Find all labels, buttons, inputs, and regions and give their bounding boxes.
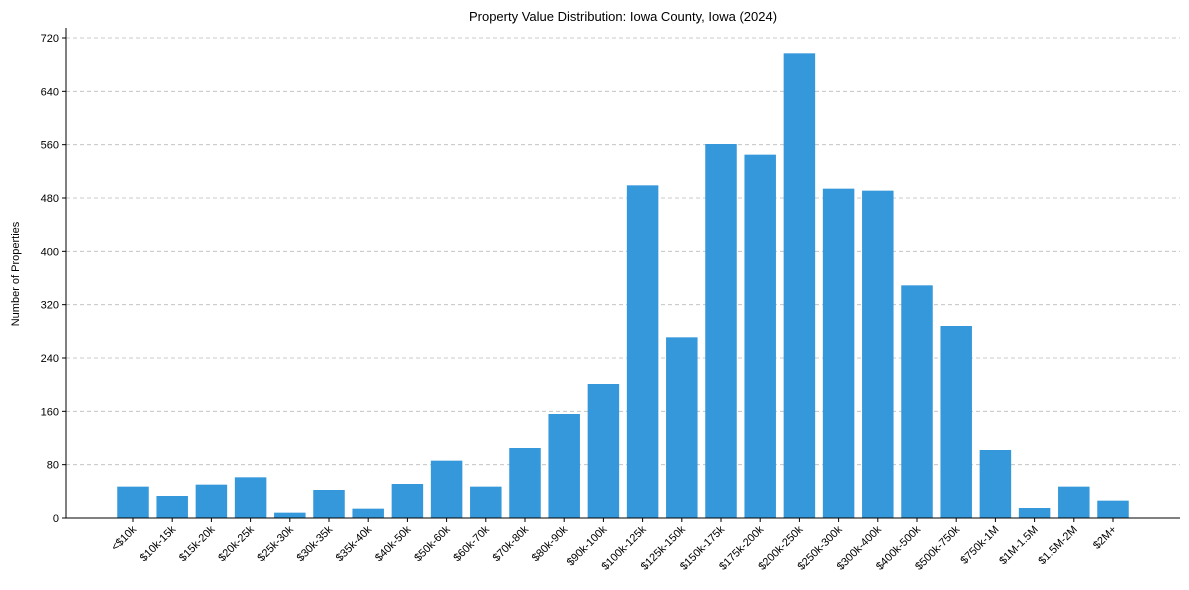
y-tick-label: 160 xyxy=(41,406,59,418)
x-tick-label: $50k-60k xyxy=(412,523,453,564)
bar xyxy=(1018,508,1051,518)
y-ticks: 0 80 160 240 320 400 480 560 640 720 xyxy=(41,33,66,525)
y-tick-label: 720 xyxy=(41,33,59,45)
bar xyxy=(783,53,816,518)
bar xyxy=(470,486,502,518)
bar xyxy=(430,460,463,518)
y-tick-label: 240 xyxy=(41,353,59,365)
x-tick-label: $70k-80k xyxy=(491,523,532,564)
y-tick-label: 560 xyxy=(41,140,59,152)
bar xyxy=(234,477,267,518)
x-tick-label: $750k-1M xyxy=(958,524,1001,567)
bar xyxy=(352,508,384,518)
bar xyxy=(979,450,1012,518)
bar xyxy=(117,486,149,518)
bar xyxy=(391,484,424,518)
x-tick-label: $10k-15k xyxy=(138,523,179,564)
x-tick-label: $20k-25k xyxy=(216,523,257,564)
x-tick-label: $80k-90k xyxy=(530,523,571,564)
gridlines xyxy=(66,37,1180,466)
bars xyxy=(117,53,1129,519)
bar xyxy=(862,190,894,518)
x-tick-label: $2M+ xyxy=(1091,524,1119,552)
x-tick-label: $40k-50k xyxy=(373,523,414,564)
y-tick-label: 0 xyxy=(53,513,59,525)
bar xyxy=(901,285,933,518)
y-tick-label: 400 xyxy=(41,246,59,258)
bar xyxy=(548,414,580,518)
x-tick-label: $30k-35k xyxy=(295,523,336,564)
bar xyxy=(587,384,620,518)
chart-title: Property Value Distribution: Iowa County… xyxy=(469,9,777,24)
bar xyxy=(1097,500,1129,518)
bar xyxy=(156,496,188,518)
bar xyxy=(1058,486,1090,518)
x-tick-label: <$10k xyxy=(109,523,139,553)
x-tick-label: $1.5M-2M xyxy=(1036,524,1080,568)
axes xyxy=(65,28,1180,519)
x-tick-label: $15k-20k xyxy=(177,523,218,564)
bar xyxy=(274,512,306,518)
x-tick-label: $1M-1.5M xyxy=(997,524,1041,568)
bar xyxy=(626,185,659,519)
y-tick-label: 640 xyxy=(41,86,59,98)
y-tick-label: 320 xyxy=(41,300,59,312)
x-tick-label: $60k-70k xyxy=(451,523,492,564)
bar xyxy=(940,326,972,518)
bar xyxy=(195,484,228,518)
x-ticks: <$10k$10k-15k$15k-20k$20k-25k$25k-30k$30… xyxy=(109,518,1119,573)
bar xyxy=(744,154,776,518)
bar xyxy=(666,337,698,518)
bar xyxy=(822,188,855,518)
bar xyxy=(313,490,345,518)
x-tick-label: $35k-40k xyxy=(334,523,375,564)
x-tick-label: $25k-30k xyxy=(255,523,296,564)
y-tick-label: 80 xyxy=(47,460,59,472)
bar xyxy=(509,448,541,518)
bar xyxy=(705,144,737,518)
y-axis-label: Number of Properties xyxy=(10,221,22,326)
y-tick-label: 480 xyxy=(41,193,59,205)
